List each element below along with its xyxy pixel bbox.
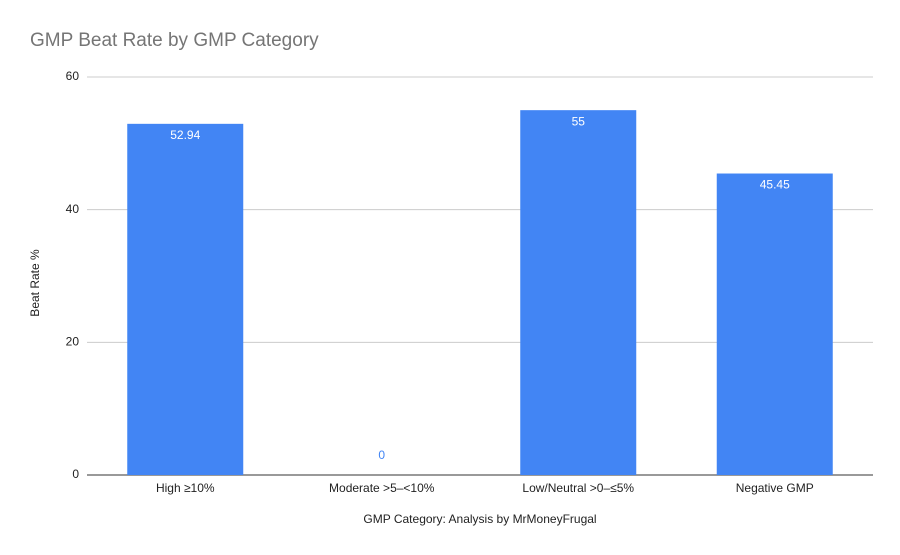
x-tick-label: Low/Neutral >0–≤5% (522, 481, 634, 495)
x-tick-label: Negative GMP (736, 481, 814, 495)
y-tick-label: 0 (72, 467, 79, 481)
bar (520, 110, 637, 476)
x-tick-label: Moderate >5–<10% (329, 481, 435, 495)
data-label: 45.45 (760, 178, 790, 192)
data-label: 52.94 (170, 128, 200, 142)
x-axis-label: GMP Category: Analysis by MrMoneyFrugal (363, 512, 596, 526)
y-tick-label: 20 (66, 335, 80, 349)
data-label: 0 (378, 448, 385, 462)
y-tick-label: 40 (66, 202, 80, 216)
bar (716, 173, 833, 475)
x-tick-label: High ≥10% (156, 481, 215, 495)
y-tick-label: 60 (66, 69, 80, 83)
chart-title: GMP Beat Rate by GMP Category (30, 30, 319, 51)
bar (127, 123, 244, 476)
data-label: 55 (572, 114, 586, 128)
y-axis-label: Beat Rate % (28, 249, 42, 317)
